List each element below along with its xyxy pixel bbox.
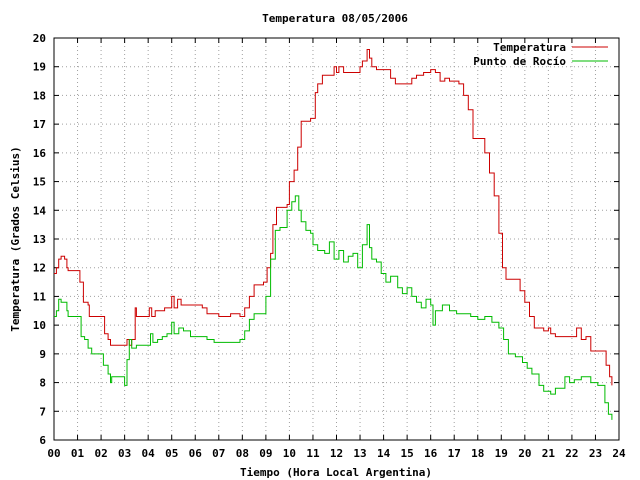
series-line-0 <box>54 49 613 386</box>
x-tick-label: 13 <box>353 447 366 460</box>
x-tick-label: 03 <box>118 447 131 460</box>
y-tick-label: 7 <box>39 405 46 418</box>
y-tick-label: 15 <box>33 176 46 189</box>
y-tick-label: 12 <box>33 262 46 275</box>
legend-label-punto-de-rocio: Punto de Rocío <box>473 55 566 68</box>
x-tick-label: 24 <box>612 447 626 460</box>
x-tick-label: 21 <box>542 447 556 460</box>
x-tick-label: 11 <box>306 447 320 460</box>
y-tick-label: 16 <box>33 147 47 160</box>
y-tick-label: 6 <box>39 434 46 447</box>
x-tick-label: 19 <box>495 447 508 460</box>
x-tick-label: 16 <box>424 447 438 460</box>
y-tick-label: 9 <box>39 348 46 361</box>
x-tick-label: 18 <box>471 447 484 460</box>
x-axis-ticks: 00 01 02 03 04 05 06 07 08 09 10 11 12 13 14 15 16 17 18 19… <box>47 38 626 460</box>
series-layer <box>54 49 613 420</box>
series-line-1 <box>54 195 613 420</box>
x-tick-label: 02 <box>94 447 107 460</box>
x-tick-label: 04 <box>142 447 156 460</box>
x-tick-label: 23 <box>589 447 602 460</box>
y-tick-label: 20 <box>33 32 46 45</box>
x-tick-label: 00 <box>47 447 60 460</box>
x-tick-label: 06 <box>189 447 203 460</box>
y-tick-label: 17 <box>33 118 46 131</box>
grid-lines <box>54 38 619 440</box>
y-tick-label: 13 <box>33 233 46 246</box>
chart-title: Temperatura 08/05/2006 <box>262 12 408 25</box>
x-tick-label: 01 <box>71 447 85 460</box>
legend: Temperatura Punto de Rocío <box>473 41 608 68</box>
x-tick-label: 07 <box>212 447 225 460</box>
y-tick-label: 14 <box>33 204 47 217</box>
y-axis-ticks: 6 7 8 9 10 11 12 13 14 15 16 17 18 19 20 <box>33 32 619 447</box>
x-tick-label: 12 <box>330 447 343 460</box>
x-axis-label: Tiempo (Hora Local Argentina) <box>240 466 432 479</box>
y-tick-label: 8 <box>39 377 46 390</box>
x-tick-label: 10 <box>283 447 296 460</box>
y-axis-label: Temperatura (Grados Celsius) <box>9 146 22 331</box>
x-tick-label: 20 <box>518 447 531 460</box>
x-tick-label: 08 <box>236 447 249 460</box>
y-tick-label: 11 <box>33 290 47 303</box>
y-tick-label: 19 <box>33 61 46 74</box>
x-tick-label: 09 <box>259 447 272 460</box>
x-tick-label: 15 <box>401 447 414 460</box>
x-tick-label: 17 <box>448 447 461 460</box>
y-tick-label: 10 <box>33 319 46 332</box>
legend-label-temperatura: Temperatura <box>493 41 566 54</box>
x-tick-label: 05 <box>165 447 178 460</box>
y-tick-label: 18 <box>33 89 46 102</box>
x-tick-label: 22 <box>565 447 578 460</box>
x-tick-label: 14 <box>377 447 391 460</box>
